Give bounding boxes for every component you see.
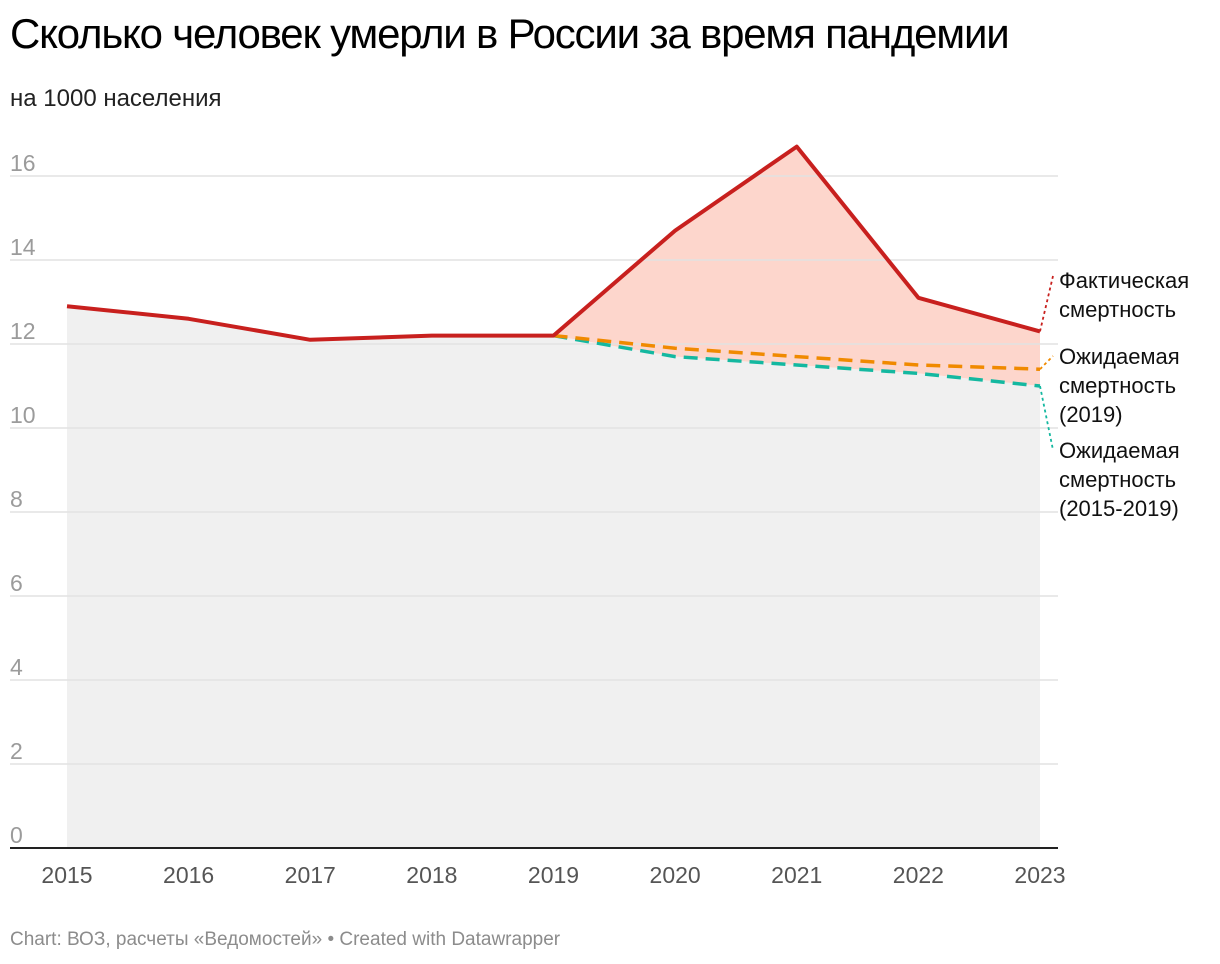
x-tick-label: 2023 (1014, 862, 1065, 888)
series-label-line: (2019) (1059, 402, 1123, 427)
series-label-0: Фактическая смертность (1059, 268, 1189, 322)
series-labels: Фактическая смертность Ожидаемая смертность… (1039, 268, 1189, 521)
series-label-line: Ожидаемая (1059, 344, 1180, 369)
series-line-0 (66, 144, 1041, 342)
label-leader-1 (1039, 355, 1054, 370)
y-tick-label: 12 (10, 318, 36, 344)
series-lines (66, 144, 1041, 388)
y-tick-label: 0 (10, 822, 23, 848)
x-tick-label: 2019 (528, 862, 579, 888)
series-label-line: Ожидаемая (1059, 438, 1180, 463)
series-label-line: смертность (1059, 373, 1176, 398)
y-axis-ticks: 0 2 4 6 8 10 12 14 16 (10, 150, 36, 848)
x-tick-label: 2022 (893, 862, 944, 888)
x-tick-label: 2015 (41, 862, 92, 888)
gridlines (10, 175, 1058, 849)
series-label-2: Ожидаемая смертность (2015-2019) (1059, 438, 1180, 521)
chart-footer: Chart: ВОЗ, расчеты «Ведомостей» • Creat… (10, 929, 561, 950)
y-tick-label: 16 (10, 150, 36, 176)
baseline-area (67, 306, 1040, 848)
series-label-line: (2015-2019) (1059, 496, 1179, 521)
series-label-1: Ожидаемая смертность (2019) (1059, 344, 1180, 427)
y-tick-label: 10 (10, 402, 36, 428)
x-tick-label: 2020 (650, 862, 701, 888)
series-line-1 (553, 333, 1041, 371)
excess-area (553, 146, 1040, 386)
label-leader-0 (1039, 275, 1054, 332)
chart-title: Сколько человек умерли в России за время… (10, 10, 1010, 57)
chart-subtitle: на 1000 населения (10, 85, 222, 112)
x-tick-label: 2017 (285, 862, 336, 888)
series-line-2 (553, 333, 1041, 388)
series-label-line: смертность (1059, 297, 1176, 322)
y-tick-label: 14 (10, 234, 36, 260)
y-tick-label: 2 (10, 738, 23, 764)
x-tick-label: 2021 (771, 862, 822, 888)
y-tick-label: 4 (10, 654, 23, 680)
y-tick-label: 8 (10, 486, 23, 512)
y-tick-label: 6 (10, 570, 23, 596)
series-label-line: смертность (1059, 467, 1176, 492)
area-fills (67, 146, 1040, 848)
series-label-line: Фактическая (1059, 268, 1189, 293)
x-tick-label: 2018 (406, 862, 457, 888)
x-axis-ticks: 2015 2016 2017 2018 2019 2020 2021 2022 2023 (41, 862, 1065, 888)
x-tick-label: 2016 (163, 862, 214, 888)
label-leader-2 (1039, 385, 1054, 451)
